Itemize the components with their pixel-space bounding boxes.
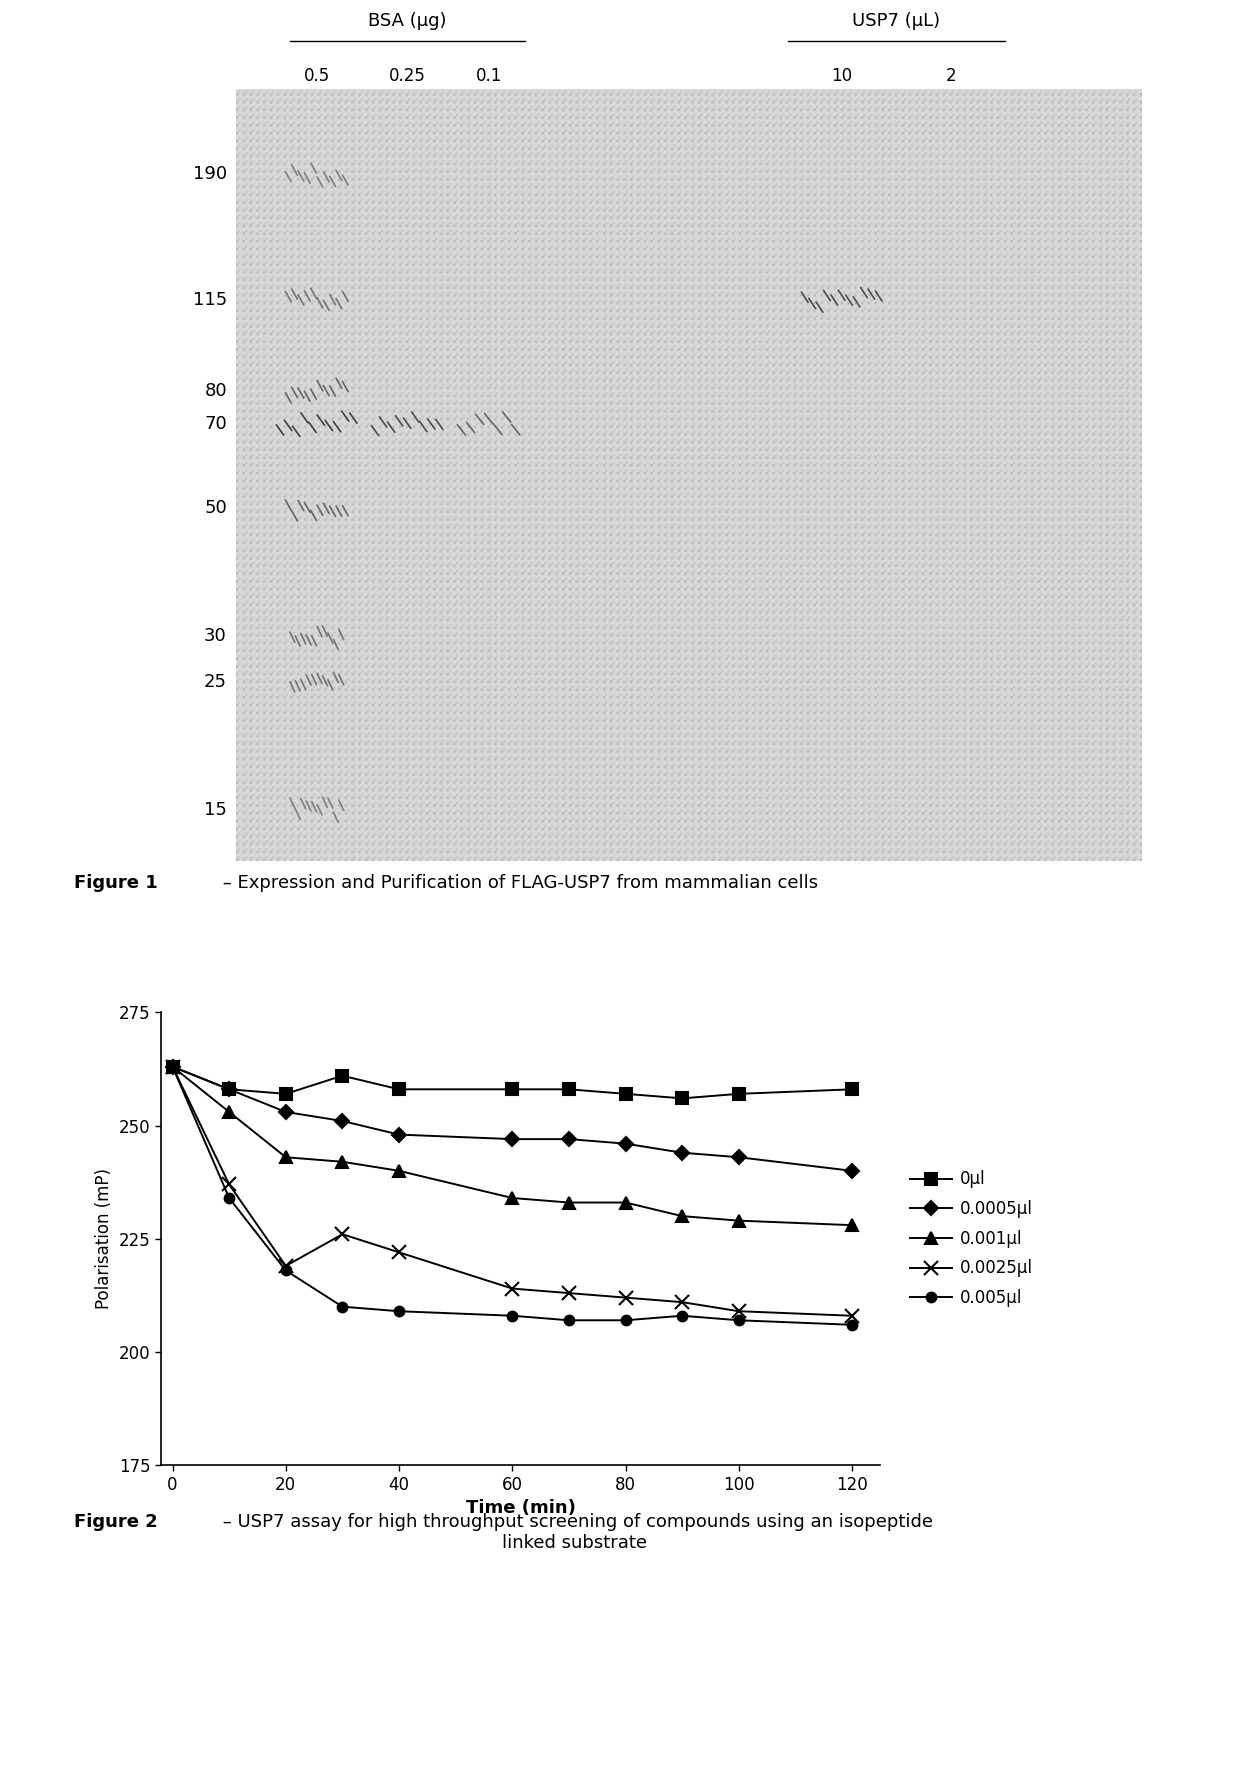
Text: 80: 80 [205,382,227,400]
0.0005μl [335,1110,350,1131]
Text: 190: 190 [192,165,227,183]
0.001μl [844,1215,859,1236]
Line: 0.0005μl: 0.0005μl [167,1062,857,1176]
0.005μl [562,1309,577,1330]
Text: Figure 1: Figure 1 [74,874,159,892]
Text: 0.5: 0.5 [304,67,330,85]
0μl [165,1057,180,1078]
0.0005μl [732,1147,746,1169]
Text: – Expression and Purification of FLAG-USP7 from mammalian cells: – Expression and Purification of FLAG-US… [217,874,818,892]
0.001μl [505,1188,520,1209]
0μl [392,1078,407,1099]
0.001μl [392,1160,407,1181]
0.0005μl [278,1101,293,1122]
0.0005μl [562,1128,577,1149]
0.0025μl [844,1305,859,1327]
Text: 50: 50 [205,499,227,517]
0.0025μl [165,1057,180,1078]
0.005μl [505,1305,520,1327]
X-axis label: Time (min): Time (min) [466,1499,575,1517]
Text: 115: 115 [192,291,227,309]
Text: – USP7 assay for high throughput screening of compounds using an isopeptide
link: – USP7 assay for high throughput screeni… [217,1513,932,1552]
Text: 0.1: 0.1 [476,67,502,85]
0.0025μl [675,1291,689,1312]
0.005μl [165,1057,180,1078]
0.001μl [165,1057,180,1078]
0.0005μl [618,1133,632,1154]
0μl [675,1087,689,1108]
0μl [222,1078,237,1099]
Text: 25: 25 [203,673,227,691]
Text: 10: 10 [832,67,853,85]
0.005μl [732,1309,746,1330]
0.0025μl [222,1174,237,1195]
0.0025μl [562,1282,577,1304]
Legend: 0μl, 0.0005μl, 0.001μl, 0.0025μl, 0.005μl: 0μl, 0.0005μl, 0.001μl, 0.0025μl, 0.005μ… [910,1170,1033,1307]
0.001μl [222,1101,237,1122]
0.005μl [278,1259,293,1280]
0μl [335,1066,350,1087]
Text: 15: 15 [205,801,227,819]
Line: 0.0025μl: 0.0025μl [166,1060,859,1323]
0.005μl [335,1296,350,1318]
0.0005μl [505,1128,520,1149]
Text: 0.25: 0.25 [389,67,427,85]
0.005μl [675,1305,689,1327]
0.0005μl [675,1142,689,1163]
0.0025μl [505,1279,520,1300]
0.001μl [732,1209,746,1231]
0.001μl [562,1192,577,1213]
Y-axis label: Polarisation (mP): Polarisation (mP) [95,1169,114,1309]
0.005μl [392,1300,407,1321]
Line: 0.001μl: 0.001μl [167,1060,858,1231]
0μl [562,1078,577,1099]
0.0025μl [618,1288,632,1309]
Text: BSA (μg): BSA (μg) [368,12,446,30]
0μl [505,1078,520,1099]
0.0005μl [222,1078,237,1099]
0.0025μl [732,1300,746,1321]
0.0005μl [844,1160,859,1181]
0.0005μl [165,1057,180,1078]
0.0025μl [392,1241,407,1263]
Text: 70: 70 [205,416,227,433]
0μl [618,1083,632,1105]
Text: USP7 (μL): USP7 (μL) [852,12,940,30]
0.001μl [335,1151,350,1172]
0.005μl [844,1314,859,1336]
0.001μl [278,1147,293,1169]
0.0025μl [335,1224,350,1245]
0.005μl [618,1309,632,1330]
0μl [278,1083,293,1105]
0μl [732,1083,746,1105]
0.0025μl [278,1256,293,1277]
Text: 30: 30 [205,627,227,645]
Text: Figure 2: Figure 2 [74,1513,159,1531]
Line: 0μl: 0μl [167,1060,858,1105]
0.001μl [675,1206,689,1227]
0.005μl [222,1188,237,1209]
0μl [844,1078,859,1099]
Text: 2: 2 [945,67,956,85]
0.0005μl [392,1124,407,1146]
0.001μl [618,1192,632,1213]
Line: 0.005μl: 0.005μl [167,1062,857,1330]
